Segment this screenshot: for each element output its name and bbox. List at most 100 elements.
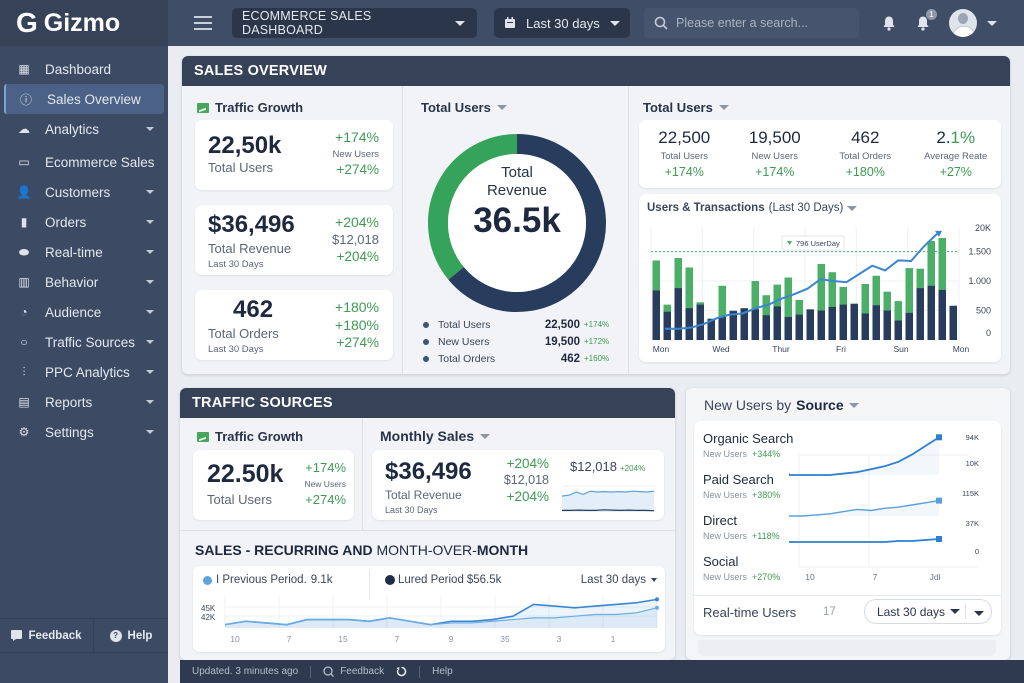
stat-value: 19,500 (748, 128, 801, 147)
sidebar-item-settings[interactable]: ⚙ Settings (0, 417, 168, 447)
sidebar-item-label: Audience (45, 304, 102, 320)
chevron-down-icon (146, 340, 154, 344)
sidebar-item-label: Sales Overview (47, 91, 141, 107)
realtime-users-value: 17 (823, 606, 836, 618)
legend-dot (423, 355, 429, 362)
sidebar-item-real-time[interactable]: ⬬ Real-time (0, 237, 168, 267)
x-tick-label: Mon (653, 344, 670, 354)
sidebar-item-audience[interactable]: ◔ Audience (0, 297, 168, 327)
annotation-label: 796 UserDay (796, 239, 840, 248)
transactions-bar (861, 313, 869, 340)
pie-icon: ◔ (20, 305, 28, 319)
app-logo[interactable]: G Gizmo (0, 0, 168, 46)
x-tick-label: 10 (230, 634, 240, 644)
sidebar-item-behavior[interactable]: ▥ Behavior (0, 267, 168, 297)
refresh-icon[interactable] (396, 666, 407, 677)
users-bar (905, 268, 913, 340)
transactions-bar (762, 315, 770, 340)
search-box[interactable] (644, 8, 859, 38)
chevron-down-icon (848, 402, 859, 408)
recurring-range-dropdown[interactable]: Last 30 days (581, 574, 657, 586)
sidebar-help-button[interactable]: ? Help (94, 629, 168, 642)
donut-hole (448, 154, 586, 292)
chevron-down-icon (146, 310, 154, 314)
new-users-source-dropdown[interactable]: New Users by Source (704, 397, 859, 413)
sidebar-item-analytics[interactable]: ☁ Analytics (0, 114, 168, 144)
sidebar-item-reports[interactable]: ▤ Reports (0, 387, 168, 417)
chart-flag-icon (197, 431, 209, 442)
footer-feedback-link[interactable]: Feedback (323, 666, 384, 677)
updated-status: Updated. 3 minutes ago (192, 666, 299, 677)
source-item[interactable]: Paid Search New Users +380% (703, 472, 781, 500)
metric-value: 462 (233, 296, 274, 323)
sidebar-item-ecommerce-sales[interactable]: ▭ Ecommerce Sales (0, 147, 168, 177)
users-bar (685, 267, 693, 340)
sidebar-item-ppc-analytics[interactable]: ⫶ PPC Analytics (0, 357, 168, 387)
stats-title-dropdown[interactable]: Total Users (643, 100, 729, 115)
y-tick-label: 0 (975, 547, 979, 556)
sidebar-item-traffic-sources[interactable]: ○ Traffic Sources (0, 327, 168, 357)
secondary-value: $12,018 (503, 473, 549, 487)
change-value: +174% (335, 129, 379, 145)
change-value: +204% (335, 214, 379, 230)
donut-title-dropdown[interactable]: Total Users (421, 100, 507, 115)
transactions-bar (773, 306, 781, 340)
sales-overview-panel: SALES OVERVIEW Traffic Growth 22,50k Tot… (182, 56, 1010, 374)
y-tick-label: 20K (975, 223, 991, 233)
source-name: Social (703, 554, 739, 569)
y-tick-label: 0 (986, 328, 991, 338)
stat-item: 462 Total Orders +180% (820, 120, 911, 188)
sidebar-item-customers[interactable]: 👤 Customers (0, 177, 168, 207)
y-tick-label: 42K (201, 613, 216, 622)
stat-value: 462 (851, 128, 880, 147)
change-value: +274% (305, 492, 346, 507)
chevron-down-icon (847, 205, 858, 211)
transactions-bar (751, 309, 759, 340)
revenue-value: $36,496 (385, 458, 472, 485)
search-input[interactable] (676, 16, 846, 30)
footer-help-link[interactable]: Help (432, 666, 453, 677)
y-tick-label: 37K (966, 519, 979, 528)
sidebar-feedback-button[interactable]: Feedback (0, 619, 94, 652)
realtime-users-label: Real-time Users (703, 605, 797, 620)
y-tick-label: 1.500 (968, 247, 991, 257)
realtime-range-dropdown[interactable]: Last 30 days (864, 599, 992, 624)
stat-value: 2.1% (936, 128, 976, 147)
series-end-point (655, 605, 659, 610)
realtime-range-toggle[interactable] (966, 605, 984, 619)
dashboard-icon: ▦ (18, 62, 30, 76)
x-tick-label: 3 (557, 634, 562, 644)
x-tick-label: Mon (953, 344, 970, 354)
dashboard-select[interactable]: ECOMMERCE SALES DASHBOARD (232, 8, 477, 38)
sidebar-item-sales-overview[interactable]: ⓘ Sales Overview (4, 84, 164, 114)
user-menu[interactable] (949, 9, 997, 37)
dashboard-select-label: ECOMMERCE SALES DASHBOARD (242, 9, 372, 37)
stat-label: Total Users (660, 151, 708, 162)
date-range-select[interactable]: Last 30 days (494, 8, 630, 38)
source-item[interactable]: Direct New Users +118% (703, 513, 780, 541)
metric-card: $36,496 Total Revenue Last 30 Days +204%… (195, 205, 393, 275)
monthly-sales-dropdown[interactable]: Monthly Sales (380, 428, 491, 444)
stat-label: Average Reate (924, 151, 988, 162)
alerts-button[interactable] (881, 15, 897, 31)
users-transactions-title-dropdown[interactable]: Users & Transactions (Last 30 Days) (647, 202, 858, 214)
spark-change: +204% (620, 464, 646, 473)
menu-toggle-button[interactable] (194, 16, 212, 30)
source-item[interactable]: Organic Search New Users +344% (703, 431, 794, 459)
sidebar-item-dashboard[interactable]: ▦ Dashboard (0, 54, 168, 84)
stat-change: +174% (755, 165, 795, 179)
notifications-button[interactable]: 1 (915, 9, 937, 31)
x-tick-label: Thur (772, 344, 790, 354)
chevron-down-icon (609, 20, 620, 26)
sidebar-item-label: Dashboard (45, 61, 112, 77)
logo-icon: G (16, 7, 38, 38)
sidebar-item-label: Customers (45, 184, 111, 200)
transactions-bar (894, 320, 902, 340)
transactions-bar (872, 305, 880, 340)
sidebar-item-orders[interactable]: ▮ Orders (0, 207, 168, 237)
traffic-users-card: 22.50k Total Users +174% New Users +274% (193, 450, 354, 520)
users-bar (817, 263, 825, 340)
source-item[interactable]: Social New Users +270% (703, 554, 781, 582)
add-user-icon: 👤 (16, 185, 32, 199)
